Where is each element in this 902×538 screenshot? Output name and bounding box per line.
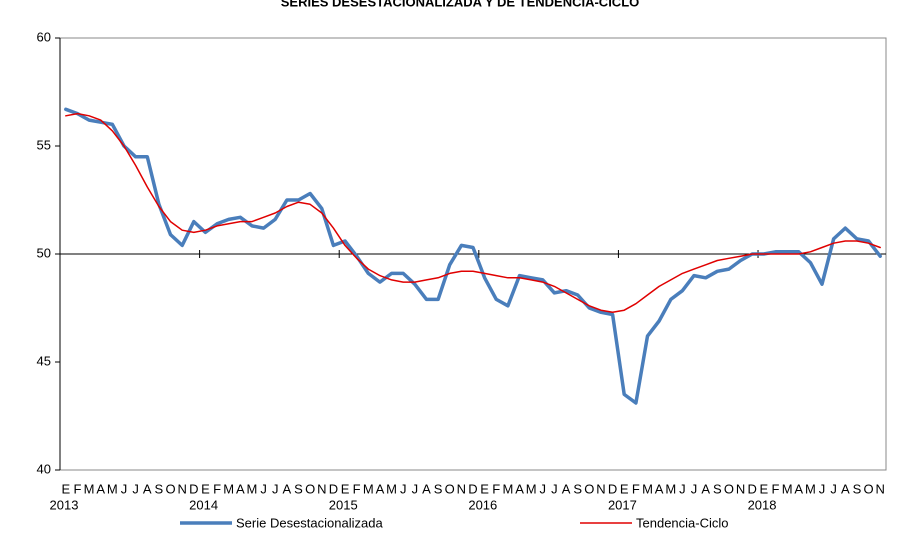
year-label: 2015: [329, 497, 358, 512]
x-tick-label: O: [305, 481, 315, 496]
x-tick-label: O: [584, 481, 594, 496]
x-tick-label: J: [260, 481, 267, 496]
x-tick-label: J: [132, 481, 139, 496]
x-tick-label: M: [526, 481, 537, 496]
y-tick-label: 60: [37, 29, 51, 44]
year-label: 2017: [608, 497, 637, 512]
x-tick-label: S: [155, 481, 164, 496]
series-line: [64, 107, 882, 405]
legend-label: Tendencia-Ciclo: [636, 515, 729, 530]
x-tick-label: S: [713, 481, 722, 496]
year-label: 2014: [189, 497, 218, 512]
x-tick-label: A: [794, 481, 803, 496]
x-tick-label: M: [782, 481, 793, 496]
year-label: 2018: [748, 497, 777, 512]
x-tick-label: F: [73, 481, 81, 496]
x-tick-label: J: [691, 481, 698, 496]
x-tick-label: S: [853, 481, 862, 496]
x-tick-label: O: [724, 481, 734, 496]
x-tick-label: A: [143, 481, 152, 496]
x-tick-label: J: [830, 481, 837, 496]
x-tick-label: N: [457, 481, 466, 496]
x-tick-label: A: [96, 481, 105, 496]
x-tick-label: N: [875, 481, 884, 496]
x-tick-label: E: [620, 481, 629, 496]
x-tick-label: M: [363, 481, 374, 496]
x-tick-label: J: [540, 481, 547, 496]
x-tick-label: J: [551, 481, 558, 496]
x-tick-label: D: [189, 481, 198, 496]
y-tick-label: 55: [37, 137, 51, 152]
x-tick-label: N: [596, 481, 605, 496]
x-tick-label: F: [772, 481, 780, 496]
x-tick-label: M: [805, 481, 816, 496]
x-tick-label: N: [317, 481, 326, 496]
x-tick-label: E: [61, 481, 70, 496]
x-tick-label: M: [107, 481, 118, 496]
x-tick-label: F: [632, 481, 640, 496]
x-tick-label: O: [445, 481, 455, 496]
x-tick-label: A: [701, 481, 710, 496]
x-tick-label: F: [353, 481, 361, 496]
x-tick-label: J: [121, 481, 128, 496]
year-label: 2016: [468, 497, 497, 512]
x-tick-label: E: [341, 481, 350, 496]
x-tick-label: A: [283, 481, 292, 496]
chart-title: SERIES DESESTACIONALIZADA Y DE TENDENCIA…: [281, 0, 640, 9]
y-tick-label: 45: [37, 353, 51, 368]
x-tick-label: N: [177, 481, 186, 496]
x-tick-label: D: [329, 481, 338, 496]
x-tick-label: F: [492, 481, 500, 496]
x-tick-label: D: [748, 481, 757, 496]
x-tick-label: J: [412, 481, 419, 496]
x-tick-label: A: [236, 481, 245, 496]
x-tick-label: D: [468, 481, 477, 496]
x-tick-label: J: [679, 481, 686, 496]
x-tick-label: J: [400, 481, 407, 496]
x-tick-label: F: [213, 481, 221, 496]
x-tick-label: E: [201, 481, 210, 496]
x-tick-label: J: [272, 481, 279, 496]
y-tick-label: 40: [37, 461, 51, 476]
x-tick-label: A: [376, 481, 385, 496]
x-tick-label: M: [223, 481, 234, 496]
x-tick-label: D: [608, 481, 617, 496]
x-tick-label: M: [247, 481, 258, 496]
x-tick-label: N: [736, 481, 745, 496]
x-tick-label: M: [84, 481, 95, 496]
legend-label: Serie Desestacionalizada: [236, 515, 383, 530]
x-tick-label: J: [819, 481, 826, 496]
x-tick-label: S: [573, 481, 582, 496]
x-tick-label: A: [655, 481, 664, 496]
x-tick-label: S: [294, 481, 303, 496]
x-tick-label: E: [480, 481, 489, 496]
x-tick-label: O: [165, 481, 175, 496]
x-tick-label: M: [642, 481, 653, 496]
x-tick-label: M: [386, 481, 397, 496]
x-tick-label: O: [863, 481, 873, 496]
x-tick-label: M: [502, 481, 513, 496]
x-tick-label: A: [422, 481, 431, 496]
x-tick-label: M: [665, 481, 676, 496]
x-tick-label: E: [760, 481, 769, 496]
x-tick-label: S: [434, 481, 443, 496]
x-tick-label: A: [515, 481, 524, 496]
series-line: [65, 112, 881, 314]
x-tick-label: A: [841, 481, 850, 496]
y-tick-label: 50: [37, 245, 51, 260]
year-label: 2013: [50, 497, 79, 512]
x-tick-label: A: [562, 481, 571, 496]
